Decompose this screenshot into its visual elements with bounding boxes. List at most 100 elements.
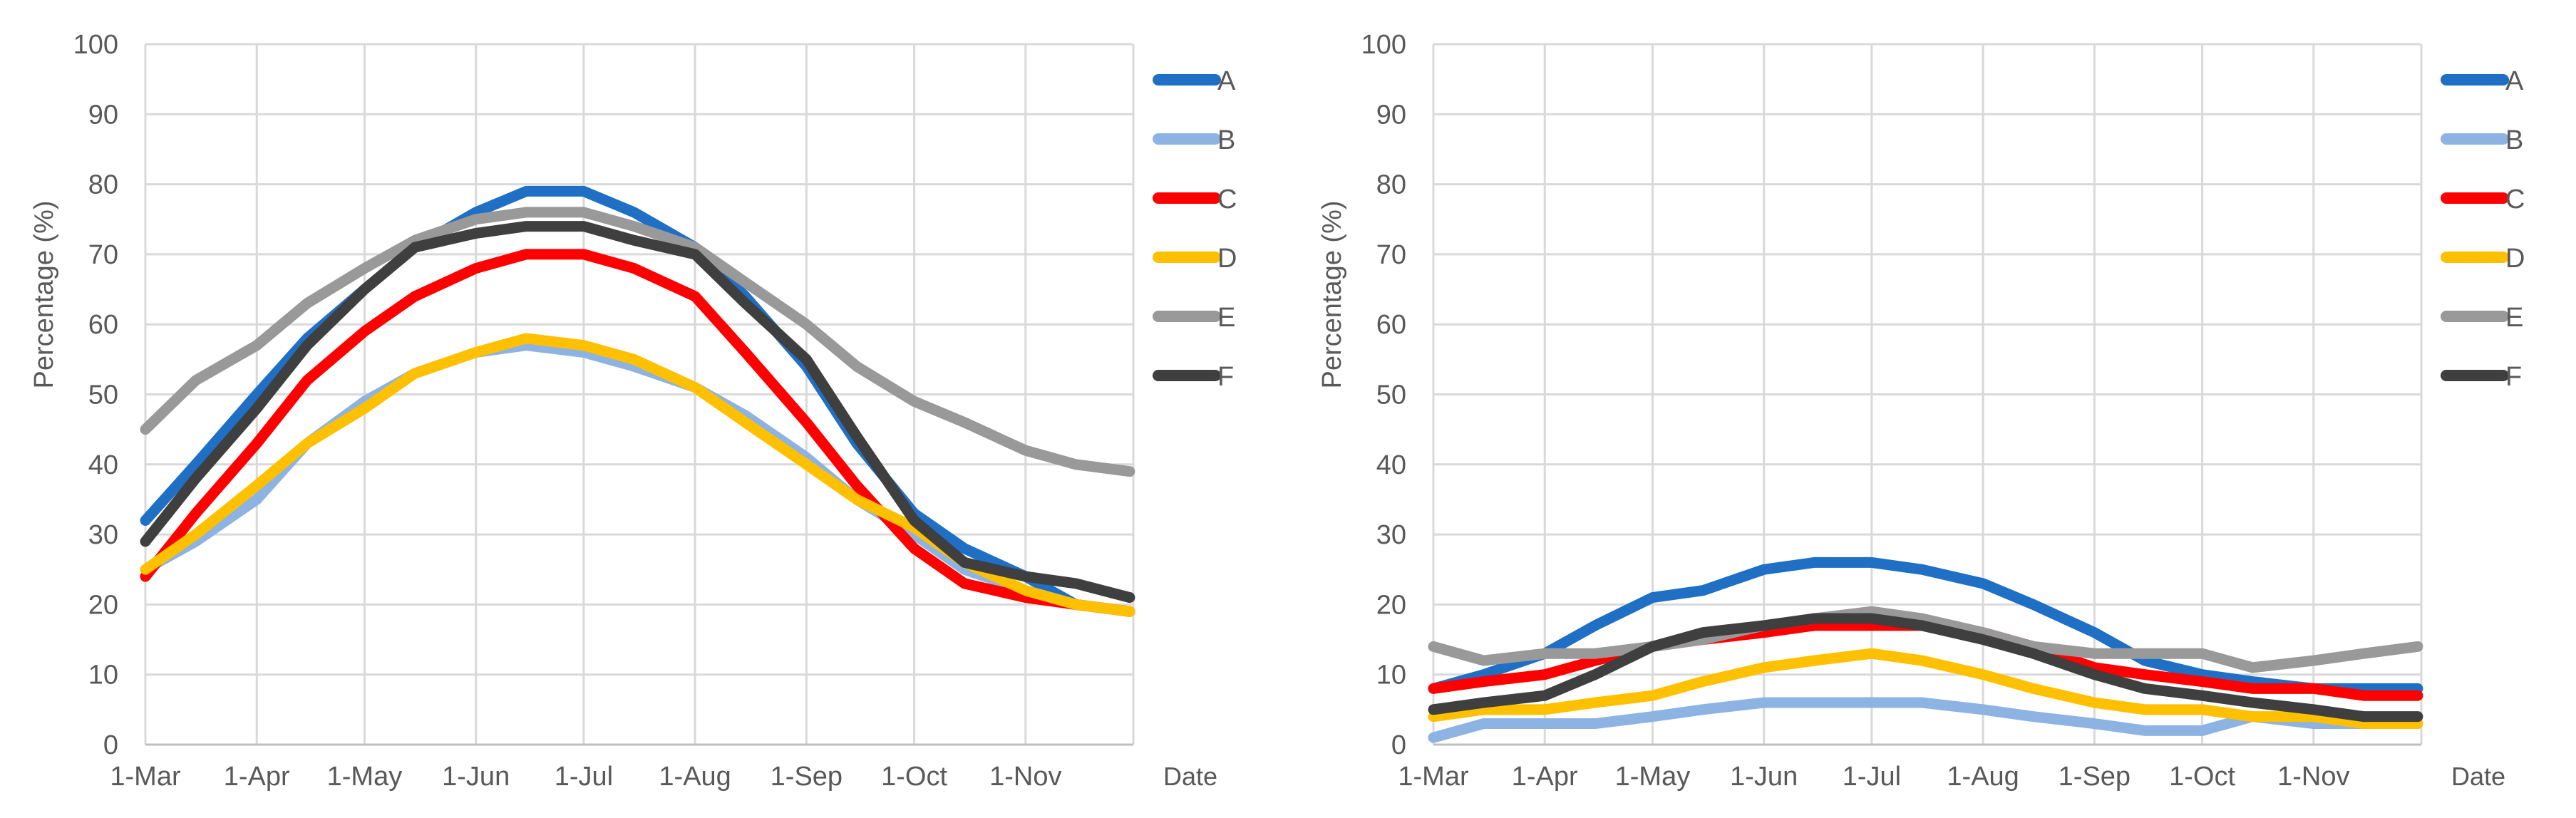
y-tick-label: 70 [88, 240, 118, 270]
data-point [964, 421, 966, 423]
data-point [1075, 604, 1077, 606]
data-point [1921, 660, 1923, 662]
data-point [414, 239, 416, 242]
data-point [694, 247, 696, 249]
y-axis-label: Percentage (%) [29, 200, 59, 388]
data-point [2416, 646, 2418, 648]
data-point [1870, 611, 1872, 613]
y-tick-label: 80 [88, 170, 118, 200]
data-point [1433, 715, 1434, 718]
data-point [1652, 715, 1654, 718]
y-tick-label: 40 [1376, 450, 1406, 480]
data-point [414, 373, 416, 375]
data-point [1544, 723, 1546, 725]
data-point [582, 344, 584, 346]
data-point [694, 253, 696, 255]
x-tick-label: 1-Apr [224, 762, 290, 792]
data-point [744, 302, 746, 304]
series-e [140, 207, 1135, 477]
data-point [1982, 708, 1984, 710]
data-point [2252, 702, 2254, 704]
data-point [525, 225, 527, 227]
data-point [1813, 561, 1815, 564]
data-point [582, 225, 584, 227]
data-point [2201, 695, 2203, 697]
data-point [1594, 653, 1596, 655]
data-point [2252, 666, 2254, 668]
data-point [2032, 688, 2034, 690]
y-axis-label: Percentage (%) [1317, 200, 1347, 388]
y-tick-label: 60 [1376, 310, 1406, 340]
legend-item-e: E [1153, 303, 1235, 333]
data-point [2312, 723, 2314, 725]
data-point [2143, 688, 2145, 690]
data-point [2312, 708, 2314, 710]
data-point [1982, 673, 1984, 675]
y-tick-label: 10 [1376, 661, 1406, 690]
legend-label: B [1217, 125, 1235, 155]
x-axis-label: Date [1163, 762, 1217, 791]
legend-item-a: A [1153, 66, 1236, 96]
data-point [195, 379, 197, 381]
data-point [1128, 611, 1130, 613]
data-point [1813, 660, 1815, 662]
data-point [964, 569, 966, 571]
data-point [1433, 646, 1434, 648]
y-tick-label: 10 [88, 661, 118, 690]
data-point [525, 253, 527, 255]
legend-item-b: B [1153, 125, 1235, 155]
data-point [2312, 715, 2314, 718]
data-point [1544, 708, 1546, 710]
data-point [475, 211, 477, 213]
data-point [1433, 708, 1434, 710]
data-point [2093, 702, 2096, 704]
data-point [364, 331, 366, 333]
data-point [525, 337, 527, 339]
series-line-f [140, 221, 1135, 604]
data-point [1594, 660, 1596, 662]
y-tick-label: 20 [1376, 590, 1406, 620]
data-point [525, 344, 527, 346]
data-point [2312, 660, 2314, 662]
data-point [195, 512, 197, 514]
series-e [1428, 606, 2423, 673]
left-line-chart: 0 10 20 30 40 50 60 70 80 90 100 1-Mar 1-Apr 1-May 1-J… [29, 30, 1237, 792]
data-point [1813, 618, 1815, 620]
data-point [2201, 708, 2203, 710]
data-point [1128, 470, 1130, 472]
data-point [1594, 702, 1596, 704]
data-point [256, 485, 258, 487]
data-point [2416, 695, 2418, 697]
right-line-chart: 0 10 20 30 40 50 60 70 80 90 100 1-Mar 1-Apr 1-May 1-J… [1317, 30, 2525, 792]
y-tick-label: 0 [1391, 730, 1406, 760]
y-tick-label: 100 [1361, 30, 1406, 60]
data-point [913, 519, 915, 522]
y-tick-label: 100 [73, 30, 118, 60]
x-tick-label: 1-May [1615, 762, 1691, 792]
data-point [2363, 653, 2365, 655]
data-point [855, 485, 857, 487]
data-point [145, 540, 146, 542]
data-point [2312, 688, 2314, 690]
data-point [1870, 561, 1872, 564]
y-tick-label: 70 [1376, 240, 1406, 270]
data-point [256, 408, 258, 410]
data-point [2201, 680, 2203, 683]
data-point [2416, 723, 2418, 725]
data-point [475, 218, 477, 220]
x-tick-label: 1-Mar [110, 762, 181, 792]
data-point [1870, 618, 1872, 620]
data-point [1594, 673, 1596, 675]
legend-label: D [1217, 244, 1237, 274]
data-point [2032, 646, 2034, 648]
data-point [195, 534, 197, 536]
data-point [913, 547, 915, 549]
data-point [1483, 680, 1485, 683]
legend-item-d: D [1153, 244, 1237, 274]
data-point [1594, 723, 1596, 725]
x-tick-label: 1-Aug [659, 762, 731, 792]
legend-item-e: E [2441, 303, 2523, 333]
x-axis-label: Date [2451, 762, 2505, 791]
data-point [633, 211, 635, 213]
data-point [1594, 624, 1596, 626]
